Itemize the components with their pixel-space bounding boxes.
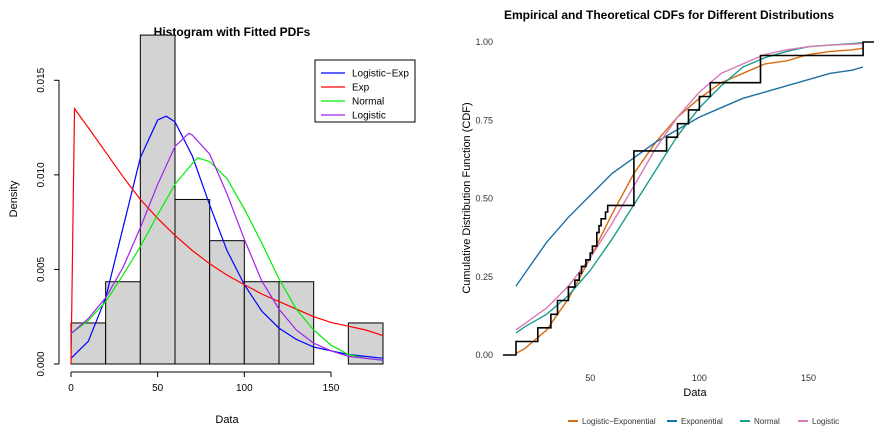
- histogram-bar: [105, 281, 141, 365]
- histogram-legend: [314, 59, 416, 123]
- histogram-title: Histogram with Fitted PDFs: [154, 25, 311, 39]
- histogram-legend-label: Logistic−Exp: [352, 69, 409, 80]
- histogram-bar: [139, 34, 176, 365]
- histogram-x-tick-label: 50: [152, 383, 164, 394]
- histogram-bar: [209, 240, 245, 365]
- cdf-legend-label: Logistic: [812, 417, 839, 426]
- pdf-curve-series: [70, 157, 384, 361]
- histogram-x-tick-label: 0: [68, 383, 74, 394]
- histogram-y-tick-label: 0.000: [36, 351, 47, 376]
- cdf-y-tick-label: 0.75: [475, 115, 493, 125]
- pdf-curve-series: [70, 132, 384, 361]
- cdf-legend-label: Logistic−Exponential: [582, 417, 656, 426]
- cdf-y-tick-label: 0.00: [475, 350, 493, 360]
- cdf-legend-label: Normal: [754, 417, 780, 426]
- cdf-y-tick-label: 1.00: [475, 37, 493, 47]
- histogram-x-tick-label: 150: [323, 383, 340, 394]
- cdf-y-label: Cumulative Distribution Function (CDF): [461, 102, 473, 293]
- cdf-curve-series: [515, 42, 864, 331]
- cdf-x-label: Data: [683, 387, 707, 399]
- cdf-y-tick-label: 0.50: [475, 194, 493, 204]
- empirical-cdf-step: [502, 41, 874, 356]
- histogram-y-tick-label: 0.010: [36, 162, 47, 187]
- cdf-x-tick-label: 100: [692, 373, 707, 383]
- cdf-curve-series: [515, 66, 864, 287]
- histogram-y-tick-label: 0.005: [36, 256, 47, 281]
- histogram-legend-label: Exp: [352, 83, 370, 94]
- cdf-legend-label: Exponential: [681, 417, 723, 426]
- histogram-x-label: Data: [215, 414, 239, 426]
- histogram-y-label: Density: [8, 180, 20, 217]
- cdf-x-tick-label: 50: [585, 373, 595, 383]
- cdf-curve-series: [515, 47, 864, 355]
- cdf-x-tick-label: 150: [801, 373, 816, 383]
- histogram-x-tick-label: 100: [236, 383, 253, 394]
- histogram-bar: [174, 198, 211, 365]
- pdf-curve-series: [70, 106, 384, 365]
- histogram-legend-label: Logistic: [352, 111, 386, 122]
- cdf-y-tick-label: 0.25: [475, 272, 493, 282]
- cdf-title: Empirical and Theoretical CDFs for Diffe…: [504, 8, 834, 22]
- histogram-y-tick-label: 0.015: [36, 67, 47, 92]
- histogram-legend-label: Normal: [352, 97, 384, 108]
